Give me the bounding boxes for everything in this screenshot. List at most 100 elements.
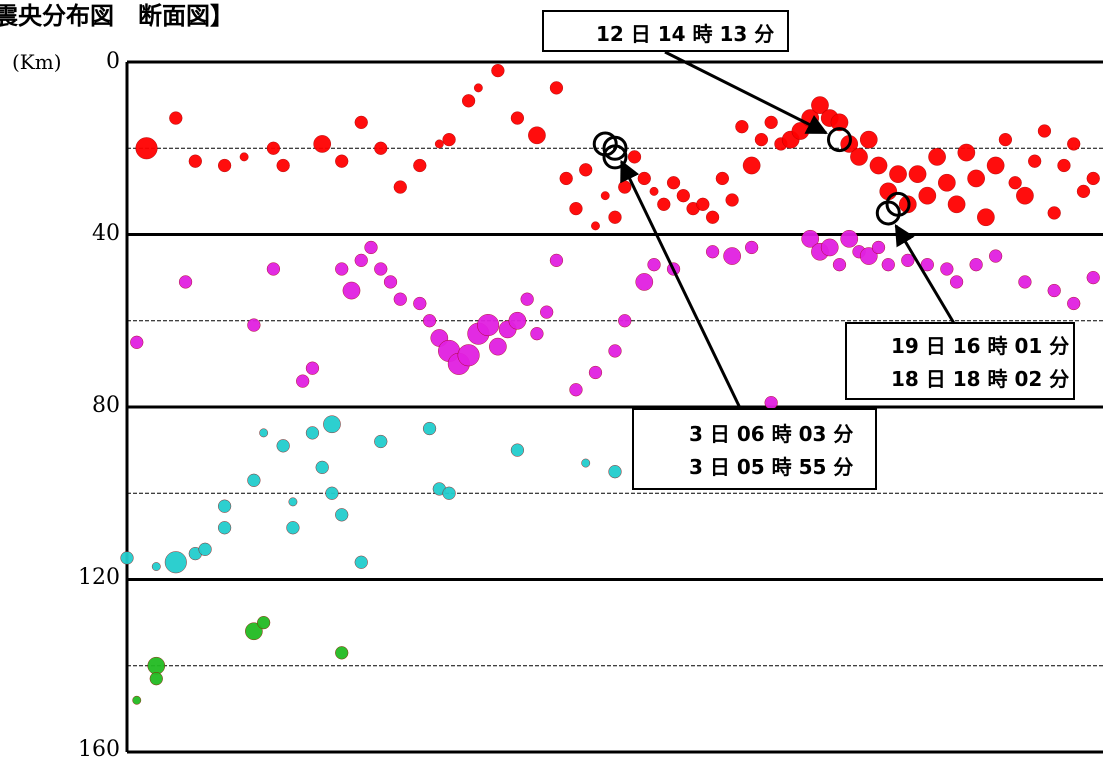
hypocenter-point [247, 473, 261, 487]
hypocenter-point [581, 458, 591, 468]
hypocenter-point [335, 508, 349, 522]
annotation-line: 18 日 18 時 02 分 [891, 367, 1070, 391]
annotation-arrow [894, 224, 957, 326]
hypocenter-point [1037, 124, 1052, 138]
hypocenter-point [1028, 154, 1042, 168]
hypocenter-point [132, 695, 142, 705]
hypocenter-point [218, 521, 232, 535]
hypocenter-point [801, 230, 820, 248]
hypocenter-point [393, 292, 407, 306]
hypocenter-point [218, 499, 232, 513]
hypocenter-point [676, 189, 690, 203]
annotation-box-3rd: 3 日 06 時 03 分 3 日 05 時 55 分 [632, 408, 877, 490]
selected-event-ring [602, 144, 628, 170]
hypocenter-point [266, 141, 281, 155]
hypocenter-point [342, 281, 361, 300]
hypocenter-point [1076, 184, 1091, 198]
hypocenter-point [354, 555, 368, 569]
hypocenter-point [383, 275, 398, 289]
hypocenter-point [579, 163, 593, 177]
hypocenter-point [1067, 296, 1081, 311]
annotation-box-12th: 12 日 14 時 13 分 [542, 10, 789, 52]
hypocenter-point [335, 646, 349, 660]
selected-event-rings [592, 127, 911, 226]
hypocenter-point [998, 133, 1013, 147]
hypocenter-point [977, 208, 995, 227]
hypocenter-point [374, 141, 388, 155]
hypocenter-point [315, 460, 329, 474]
hypocenter-point [218, 158, 232, 173]
hypocenter-point [442, 133, 456, 147]
hypocenter-point [374, 262, 388, 276]
hypocenter-point [608, 210, 622, 224]
hypocenter-point [296, 374, 310, 388]
hypocenter-point [305, 361, 320, 375]
hypocenter-point [1057, 158, 1071, 173]
hypocenter-point [754, 133, 769, 147]
annotation-arrow [664, 50, 828, 135]
hypocenter-point [188, 154, 202, 168]
hypocenter-point [830, 113, 849, 132]
hypocenter-point [637, 171, 651, 186]
hypocenter-point [120, 551, 134, 565]
hypocenter-point [957, 143, 976, 162]
hypocenter-point [549, 253, 564, 267]
hypocenter-point [473, 83, 483, 93]
annotation-line: 3 日 06 時 03 分 [689, 422, 854, 446]
hypocenter-point [354, 115, 368, 129]
annotation-arrows [620, 50, 957, 409]
hypocenter-point [725, 193, 739, 207]
hypocenter-point [508, 311, 527, 330]
hypocenter-point [618, 314, 632, 328]
hypocenter-point [588, 365, 603, 380]
hypocenter-point [600, 191, 610, 201]
hypocenter-point [608, 344, 622, 358]
hypocenter-point [325, 486, 339, 500]
grid-lines [125, 60, 1103, 754]
hypocenter-point [164, 551, 187, 574]
hypocenter-point [908, 165, 927, 183]
hypocenter-point [323, 415, 341, 434]
hypocenter-point [540, 305, 554, 319]
hypocenter-point [569, 202, 583, 216]
hypocenter-point [413, 158, 427, 173]
hypocenter-point [742, 156, 761, 175]
annotation-box-19th-18th: 19 日 16 時 01 分 18 日 18 時 02 分 [845, 322, 1075, 400]
chart-title: 震央分布図 断面図】 [0, 2, 234, 30]
hypocenter-point [489, 337, 507, 356]
hypocenter-point [928, 148, 946, 166]
hypocenter-point [635, 273, 654, 291]
hypocenter-point [705, 210, 720, 224]
y-axis-unit-label: (Km) [12, 50, 62, 74]
hypocenter-point [462, 94, 476, 108]
hypocenter-point [530, 327, 544, 341]
hypocenter-point [286, 521, 300, 535]
y-tick-label-40: 40 [92, 221, 120, 246]
hypocenter-point [413, 296, 427, 311]
hypocenter-point [859, 130, 878, 149]
y-tick-label-80: 80 [92, 393, 120, 418]
hypocenter-point [811, 96, 829, 114]
hypocenter-point [422, 314, 437, 328]
hypocenter-point [151, 562, 161, 571]
hypocenter-point [364, 240, 378, 255]
hypocenter-point [442, 486, 456, 500]
hypocenter-point [608, 465, 622, 479]
selected-event-ring [875, 200, 901, 226]
hypocenter-point [989, 249, 1003, 263]
hypocenter-point [247, 318, 261, 332]
selected-event-ring [826, 127, 852, 153]
hypocenter-point [1018, 275, 1032, 289]
hypocenter-point [457, 344, 480, 367]
hypocenter-point [850, 148, 868, 166]
hypocenter-point [393, 180, 407, 194]
hypocenter-point [947, 195, 966, 214]
hypocenter-point [1016, 186, 1034, 205]
hypocenter-point [149, 672, 163, 686]
y-tick-label-120: 120 [78, 565, 120, 590]
hypocenter-points [120, 64, 1100, 705]
hypocenter-point [840, 230, 859, 248]
hypocenter-point [1067, 137, 1081, 151]
annotation-arrow [620, 159, 742, 409]
